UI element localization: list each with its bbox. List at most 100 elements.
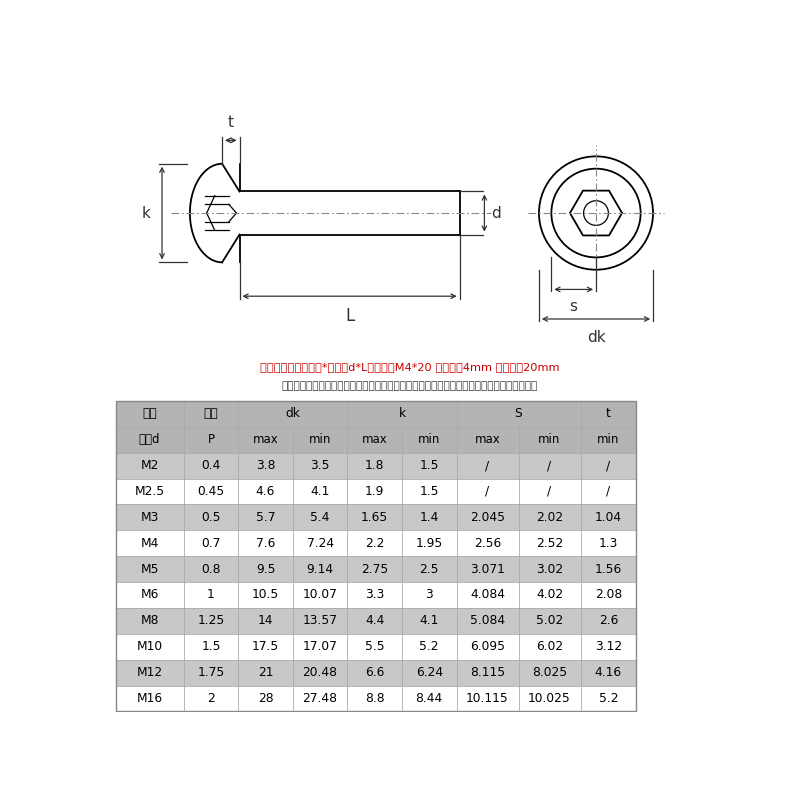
Text: M6: M6 xyxy=(141,589,158,602)
Text: M4: M4 xyxy=(141,537,158,550)
Text: 13.57: 13.57 xyxy=(302,614,338,627)
Text: 4.1: 4.1 xyxy=(310,485,330,498)
Text: 8.44: 8.44 xyxy=(415,692,443,705)
Bar xyxy=(115,478,636,505)
Text: 4.6: 4.6 xyxy=(256,485,275,498)
Text: 1.4: 1.4 xyxy=(419,511,439,524)
Text: 规格组成：螺纹直径*长度（d*L）例如：M4*20 螺纹直径4mm 螺纹长度20mm: 规格组成：螺纹直径*长度（d*L）例如：M4*20 螺纹直径4mm 螺纹长度20… xyxy=(260,362,560,372)
Text: max: max xyxy=(474,434,500,446)
Bar xyxy=(115,505,636,530)
Text: 2.02: 2.02 xyxy=(536,511,563,524)
Bar xyxy=(115,556,636,582)
Text: 5.2: 5.2 xyxy=(419,640,439,654)
Text: 1.5: 1.5 xyxy=(419,485,439,498)
Text: 3.3: 3.3 xyxy=(365,589,384,602)
Text: t: t xyxy=(228,115,234,130)
Text: 直径d: 直径d xyxy=(139,434,160,446)
Text: 1.5: 1.5 xyxy=(419,459,439,472)
Text: t: t xyxy=(606,407,611,420)
Text: 0.4: 0.4 xyxy=(202,459,221,472)
Text: 17.5: 17.5 xyxy=(252,640,279,654)
Text: dk: dk xyxy=(586,330,606,345)
Text: dk: dk xyxy=(286,407,300,420)
Text: min: min xyxy=(538,434,561,446)
Text: 5.2: 5.2 xyxy=(598,692,618,705)
Text: 5.02: 5.02 xyxy=(536,614,563,627)
Text: 1: 1 xyxy=(207,589,215,602)
Text: d: d xyxy=(490,206,501,221)
Text: min: min xyxy=(598,434,619,446)
Text: 3.02: 3.02 xyxy=(536,562,563,575)
Text: 2.6: 2.6 xyxy=(598,614,618,627)
Text: min: min xyxy=(418,434,441,446)
Text: 1.75: 1.75 xyxy=(198,666,225,679)
Text: L: L xyxy=(345,307,354,326)
Text: 3.5: 3.5 xyxy=(310,459,330,472)
Text: 21: 21 xyxy=(258,666,274,679)
Text: 4.1: 4.1 xyxy=(419,614,439,627)
Text: 8.8: 8.8 xyxy=(365,692,385,705)
Text: 10.115: 10.115 xyxy=(466,692,509,705)
Text: 1.8: 1.8 xyxy=(365,459,385,472)
Text: 9.14: 9.14 xyxy=(306,562,334,575)
Text: 9.5: 9.5 xyxy=(256,562,275,575)
Text: 7.24: 7.24 xyxy=(306,537,334,550)
Text: 10.025: 10.025 xyxy=(528,692,571,705)
Bar xyxy=(115,660,636,686)
Text: 5.7: 5.7 xyxy=(256,511,275,524)
Text: /: / xyxy=(547,485,551,498)
Text: 27.48: 27.48 xyxy=(302,692,338,705)
Text: 1.04: 1.04 xyxy=(595,511,622,524)
Bar xyxy=(115,686,636,711)
Bar xyxy=(115,530,636,556)
Text: k: k xyxy=(398,407,406,420)
Bar xyxy=(115,401,636,711)
Text: 8.115: 8.115 xyxy=(470,666,505,679)
Text: M3: M3 xyxy=(141,511,158,524)
Text: 4.4: 4.4 xyxy=(365,614,384,627)
Text: 4.084: 4.084 xyxy=(470,589,505,602)
Text: S: S xyxy=(514,407,522,420)
Text: min: min xyxy=(309,434,331,446)
Text: 5.084: 5.084 xyxy=(470,614,505,627)
Text: 2.56: 2.56 xyxy=(474,537,501,550)
Text: 2.52: 2.52 xyxy=(536,537,563,550)
Text: 14: 14 xyxy=(258,614,274,627)
Text: 5.5: 5.5 xyxy=(365,640,385,654)
Text: 6.24: 6.24 xyxy=(416,666,442,679)
Text: 20.48: 20.48 xyxy=(302,666,338,679)
Bar xyxy=(115,582,636,608)
Text: 3.12: 3.12 xyxy=(595,640,622,654)
Text: 10.5: 10.5 xyxy=(252,589,279,602)
Bar xyxy=(115,453,636,478)
Text: 0.8: 0.8 xyxy=(202,562,221,575)
Bar xyxy=(115,401,636,426)
Text: M2: M2 xyxy=(141,459,158,472)
Text: 1.65: 1.65 xyxy=(361,511,388,524)
Text: 6.6: 6.6 xyxy=(365,666,384,679)
Text: M5: M5 xyxy=(140,562,159,575)
Text: 6.095: 6.095 xyxy=(470,640,505,654)
Text: 0.7: 0.7 xyxy=(202,537,221,550)
Text: 注：以下数据均为单批手工测量结果存在正负公差，具体数据请以实物为准，介意者慎拍！！: 注：以下数据均为单批手工测量结果存在正负公差，具体数据请以实物为准，介意者慎拍！… xyxy=(282,381,538,390)
Text: 2.75: 2.75 xyxy=(361,562,388,575)
Text: M10: M10 xyxy=(137,640,162,654)
Text: max: max xyxy=(253,434,278,446)
Text: 1.95: 1.95 xyxy=(415,537,443,550)
Text: 3.8: 3.8 xyxy=(256,459,275,472)
Text: 4.02: 4.02 xyxy=(536,589,563,602)
Text: k: k xyxy=(142,206,151,221)
Text: 公称: 公称 xyxy=(142,407,157,420)
Text: 2.08: 2.08 xyxy=(594,589,622,602)
Text: 0.5: 0.5 xyxy=(202,511,221,524)
Bar xyxy=(115,426,636,453)
Text: 3: 3 xyxy=(426,589,433,602)
Text: 10.07: 10.07 xyxy=(302,589,338,602)
Text: 4.16: 4.16 xyxy=(595,666,622,679)
Text: max: max xyxy=(362,434,387,446)
Text: M2.5: M2.5 xyxy=(134,485,165,498)
Text: /: / xyxy=(606,485,610,498)
Text: s: s xyxy=(570,299,578,314)
Text: 螺距: 螺距 xyxy=(204,407,218,420)
Text: /: / xyxy=(547,459,551,472)
